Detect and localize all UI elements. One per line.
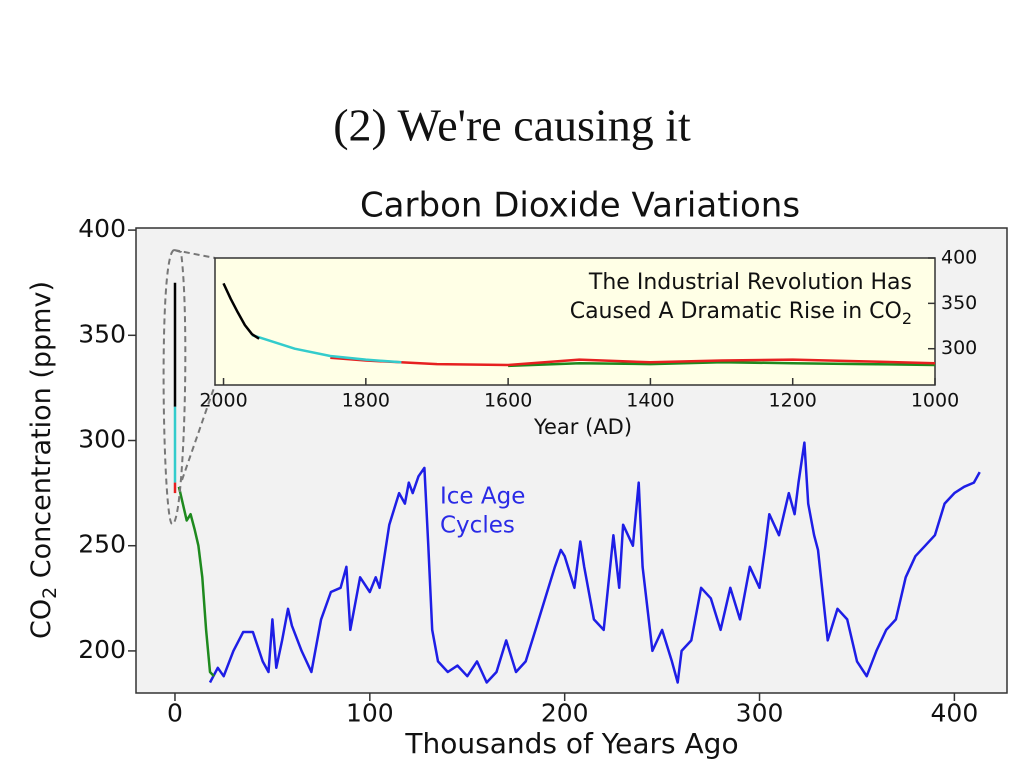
callout-line [173,249,216,259]
callout-ellipse [162,248,187,526]
data-line [222,282,260,340]
inset-note-subscript: 2 [902,309,912,328]
x-tick-label: 300 [736,698,784,727]
inset-note: Caused A Dramatic Rise in CO2 [570,299,912,328]
inset-note: The Industrial Revolution Has [588,270,912,295]
y-tick-label: 400 [78,214,126,243]
x-tick-label: 1400 [626,390,674,412]
y-tick-label: 400 [941,247,977,269]
y-axis-title-part: CO [26,599,57,639]
x-tick-label: 1800 [342,390,390,412]
data-line [177,486,215,678]
y-tick-label: 350 [78,319,126,348]
inset-chart: 300 350 400 2000 1800 1600 1400 1200 1000 Year (A… [199,247,977,440]
zoom-callout [162,248,216,526]
chart-title: Carbon Dioxide Variations [360,186,800,226]
x-tick-label: 200 [541,698,589,727]
x-tick-label: 2000 [199,390,247,412]
data-line [508,361,936,368]
x-tick-label: 400 [931,698,979,727]
y-axis-title-part: Concentration (ppmv) [26,281,57,587]
y-axis-title: CO2 Concentration (ppmv) [26,281,61,639]
y-tick-label: 300 [78,425,126,454]
callout-line [181,384,216,481]
annotation: Ice Age [440,484,525,510]
data-line [208,441,981,684]
data-line [251,333,402,364]
inset-note-line: Caused A Dramatic Rise in CO [570,299,902,324]
inset-note-line: The Industrial Revolution Has [588,270,912,295]
x-axis-title: Thousands of Years Ago [404,727,738,760]
x-tick-label: 1200 [769,390,817,412]
x-tick-label: 1600 [484,390,532,412]
y-axis-title-part: 2 [39,587,61,599]
x-axis-title: Year (AD) [533,415,632,439]
x-tick-label: 100 [346,698,394,727]
x-tick-label: 0 [167,698,183,727]
annotation: Cycles [440,513,515,539]
slide-title: (2) We're causing it [333,100,691,151]
y-tick-label: 300 [941,337,977,359]
y-tick-label: 350 [941,292,977,314]
y-tick-label: 200 [78,635,126,664]
y-tick-label: 250 [78,530,126,559]
x-tick-label: 1000 [911,390,959,412]
